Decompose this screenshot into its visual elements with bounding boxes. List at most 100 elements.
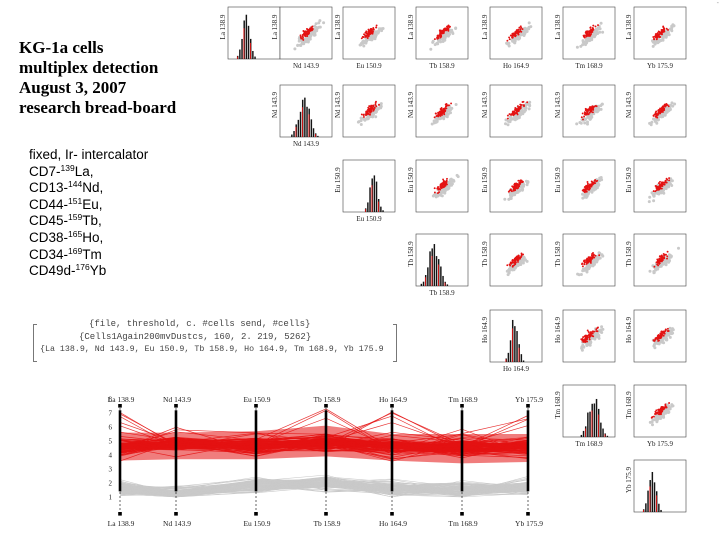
panel-y-label: Ho 164.9 [481,316,489,343]
scatter-point-red [437,114,440,117]
title-line-2: multiplex detection [19,58,159,77]
histogram-bar [602,428,604,437]
panel-y-label: Tm 168.9 [554,391,562,419]
scatter-point-grey [586,122,589,126]
histogram-bar [247,25,250,59]
scatter-point-grey [672,24,676,28]
scatter-point-red [521,180,524,183]
scatter-point-red [665,27,668,30]
scatter-point-red [305,27,308,30]
scatter-point-red [445,179,448,182]
scatter-point-grey [372,34,375,38]
scatter-point-grey [668,182,672,186]
scatter-point-red [591,334,594,337]
marker-mass: 159 [68,212,83,223]
scatter-point-red [450,102,453,105]
scatter-point-red [520,252,523,255]
scatter-point-red [362,113,365,116]
histogram-bar-highlight [649,486,651,512]
marker-mass: 165 [68,228,83,239]
scatter-point-red [583,190,585,193]
scatter-point-grey [661,38,665,42]
scatter-point-grey [374,110,378,114]
scatter-point-red [656,258,659,261]
scatter-point-red [520,26,523,29]
scatter-point-red [438,29,441,32]
scatter-point-grey [595,106,599,110]
scatter-points [503,179,530,201]
scatter-point-red [661,184,664,187]
scatter-point-grey [368,37,372,41]
scatter-point-red [439,36,442,39]
scatter-point-red [667,28,669,31]
scatter-point-red [445,105,448,108]
scatter-point-red [519,28,522,31]
scatter-point-red [303,34,306,36]
scatter-point-grey [667,410,671,414]
scatter-point-red [580,116,583,119]
scatter-point-red [661,257,664,260]
scatter-point-red [439,31,441,33]
scatter-point-grey [577,273,581,277]
panel-y-label: Tb 158.9 [625,241,633,267]
scatter-point-red [367,108,370,111]
scatter-point-grey [575,45,579,49]
scatter-point-red [587,32,590,35]
parallel-axis-top-marker [460,404,464,408]
scatter-point-grey [599,107,603,111]
scatter-point-red [589,261,592,264]
scatter-point-red [360,113,363,116]
scatter-point-red [515,256,518,259]
scatter-point-red [369,110,372,113]
scatter-point-red [589,185,591,188]
histogram-bar [595,398,598,437]
parallel-axis-bottom-marker [526,512,530,516]
parallel-axis-bottom-marker [324,512,328,516]
scatter-point-red [301,37,304,40]
marker-name: CD34- [29,246,69,262]
scatter-point-grey [363,118,367,122]
parallel-axis-bottom-marker [254,512,258,516]
scatter-point-red [444,108,446,110]
scatter-point-red [519,103,522,106]
scatter-point-grey [504,118,508,122]
scatter-point-red [437,188,440,191]
scatter-point-grey [443,189,447,193]
scatter-points [505,252,529,277]
scatter-point-red [657,333,660,336]
scatter-point-red [658,410,661,413]
scatter-point-red [378,103,380,106]
scatter-point-red [585,33,588,36]
parallel-y-tick: 6 [109,424,113,432]
scatter-point-grey [601,30,605,34]
marker-name: CD13- [29,180,69,196]
histogram-bar [651,471,654,512]
scatter-point-grey [508,115,512,119]
parallel-bottom-label: Ho 164.9 [379,519,407,528]
scatter-point-red [592,182,595,185]
scatter-point-red [662,408,665,410]
scatter-point-grey [593,35,596,39]
scatter-point-red [589,109,592,112]
histogram-bar-highlight [431,255,433,286]
marker-mass: 151 [68,195,83,206]
scatter-point-red [659,407,662,410]
scatter-points [293,19,326,51]
scatter-point-red [365,113,368,116]
scatter-point-grey [600,331,604,334]
scatter-point-grey [510,268,514,272]
scatter-points [430,102,458,126]
scatter-point-red [583,263,586,266]
scatter-point-red [659,255,662,258]
scatter-point-grey [454,103,458,106]
scatter-point-grey [664,408,668,412]
scatter-point-red [590,110,593,113]
scatter-point-grey [600,178,604,182]
scatter-point-grey [447,33,451,37]
scatter-point-red [365,30,368,33]
scatter-point-red [519,107,522,109]
panel-x-label: Nd 143.9 [293,140,320,148]
scatter-point-grey [656,265,660,269]
scatter-point-grey [664,335,668,339]
scatter-point-red [509,264,512,267]
